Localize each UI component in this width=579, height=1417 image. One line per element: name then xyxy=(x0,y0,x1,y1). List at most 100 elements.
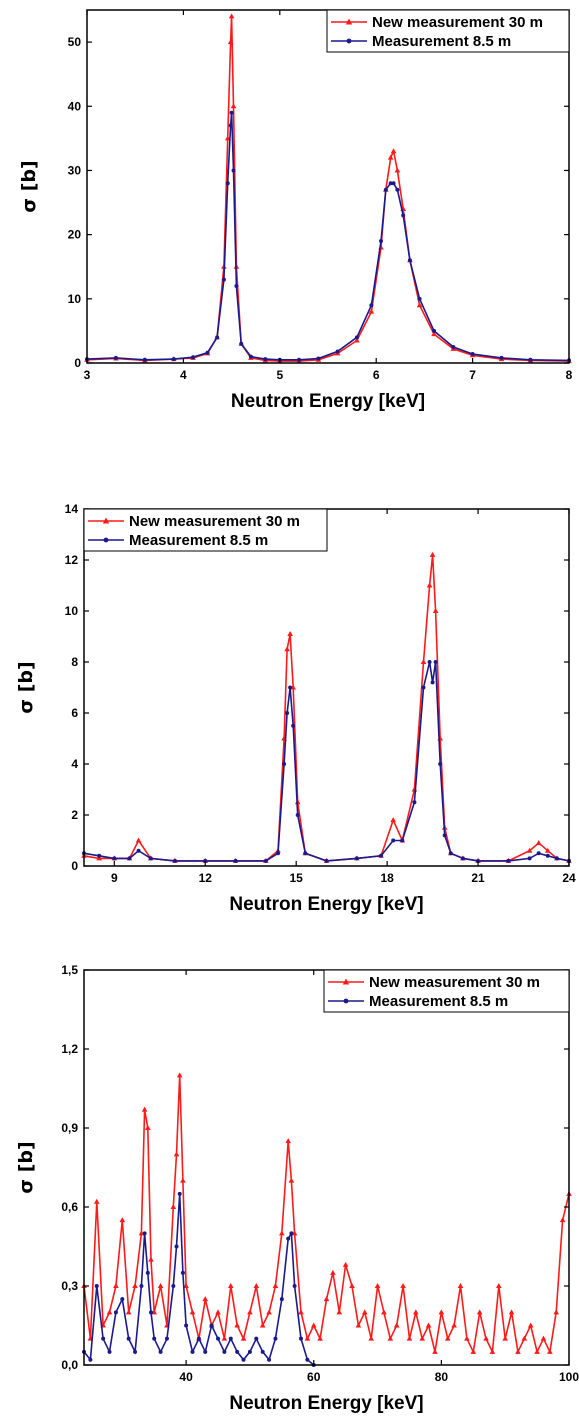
data-point xyxy=(227,1283,234,1288)
data-point xyxy=(335,349,340,354)
chart-panel-3: 40 60 80 100 0,0 0,3 0,6 0,9 1,2 1,5 Neutron Energ… xyxy=(15,963,579,1414)
data-point xyxy=(282,762,287,766)
data-point xyxy=(431,331,437,337)
data-point xyxy=(295,813,300,817)
legend: New measurement 30 m Measurement 8.5 m xyxy=(323,969,570,1013)
data-point xyxy=(508,1309,515,1315)
data-point xyxy=(444,1335,451,1341)
data-point xyxy=(215,1309,221,1315)
data-point xyxy=(476,1309,483,1315)
data-point xyxy=(426,582,433,588)
legend: New measurement 30 m Measurement 8.5 m xyxy=(83,508,328,552)
data-point xyxy=(393,1322,400,1328)
data-point xyxy=(229,110,234,115)
series-new-measurement xyxy=(81,1072,572,1355)
data-point xyxy=(316,356,321,361)
data-point xyxy=(368,1335,374,1341)
data-point xyxy=(391,838,396,843)
data-point xyxy=(149,1310,154,1315)
data-point xyxy=(141,1106,148,1112)
x-tick-label: 100 xyxy=(559,1370,579,1384)
x-axis-label: Neutron Energy [keV] xyxy=(229,894,423,915)
data-point xyxy=(324,858,329,863)
data-point xyxy=(273,1336,278,1341)
data-point xyxy=(152,1336,157,1341)
data-point xyxy=(284,646,290,652)
data-point xyxy=(536,851,541,856)
y-tick-label: 0,0 xyxy=(61,1358,78,1372)
data-point xyxy=(395,187,400,192)
data-point xyxy=(202,1296,209,1302)
series-measurement-8-5m xyxy=(82,660,571,863)
data-point xyxy=(272,1283,279,1288)
data-point xyxy=(247,1349,252,1354)
data-point xyxy=(425,1322,432,1328)
x-tick-label: 6 xyxy=(373,368,380,382)
data-point xyxy=(101,1336,106,1341)
legend-entry-label: Measurement 8.5 m xyxy=(129,532,268,549)
y-tick-label: 50 xyxy=(68,35,82,49)
series-measurement-8-5m xyxy=(85,110,571,363)
data-point xyxy=(142,1231,147,1236)
data-point xyxy=(97,853,102,858)
data-point xyxy=(221,1335,228,1341)
legend-entry-label: Measurement 8.5 m xyxy=(369,993,508,1010)
data-point xyxy=(412,800,417,805)
data-point xyxy=(170,1204,177,1209)
data-point xyxy=(180,1177,186,1183)
data-point xyxy=(112,856,117,861)
data-point xyxy=(259,1322,266,1328)
data-point xyxy=(535,840,542,846)
data-point xyxy=(394,167,401,173)
data-point xyxy=(401,213,406,218)
y-tick-label: 10 xyxy=(68,292,82,306)
data-point xyxy=(230,103,237,109)
y-axis-label: σ [b] xyxy=(15,1141,37,1193)
data-point xyxy=(241,1357,246,1362)
data-point xyxy=(323,1296,330,1302)
data-point xyxy=(349,1283,355,1288)
data-point xyxy=(528,357,533,362)
data-point xyxy=(317,1335,323,1341)
data-point xyxy=(216,1336,221,1341)
data-point xyxy=(433,660,438,664)
data-point xyxy=(303,851,308,856)
data-point xyxy=(289,1231,294,1236)
data-point xyxy=(369,303,374,308)
data-point xyxy=(489,1348,496,1354)
data-point xyxy=(231,168,236,173)
legend-box xyxy=(323,969,570,1013)
data-point xyxy=(133,1349,138,1354)
series-line xyxy=(86,16,570,362)
plot-frame xyxy=(86,9,570,364)
data-point xyxy=(438,1309,445,1315)
data-point xyxy=(113,355,118,360)
data-point xyxy=(106,1309,113,1315)
data-point xyxy=(476,858,481,863)
data-point xyxy=(254,1336,259,1341)
data-point xyxy=(148,856,153,861)
y-tick-label: 4 xyxy=(71,757,78,771)
data-point xyxy=(470,352,475,357)
y-axis-label: σ [b] xyxy=(18,160,40,212)
y-axis-label: σ [b] xyxy=(15,661,37,713)
data-point xyxy=(429,551,436,557)
x-tick-label: 12 xyxy=(199,871,213,885)
data-point xyxy=(127,856,132,861)
data-point xyxy=(457,1283,464,1288)
data-point xyxy=(390,148,397,154)
data-point xyxy=(94,1284,99,1288)
data-point xyxy=(248,354,253,359)
legend-entry-label: New measurement 30 m xyxy=(129,513,300,530)
y-tick-label: 40 xyxy=(68,99,82,113)
data-point xyxy=(379,239,384,244)
data-point xyxy=(247,1309,253,1315)
data-point xyxy=(157,1283,164,1288)
data-point xyxy=(527,1322,534,1328)
data-point xyxy=(180,1270,185,1275)
legend: New measurement 30 m Measurement 8.5 m xyxy=(326,9,570,53)
data-point xyxy=(285,711,290,715)
x-tick-label: 4 xyxy=(180,368,187,382)
data-point xyxy=(451,1322,457,1328)
data-point xyxy=(93,1198,100,1204)
